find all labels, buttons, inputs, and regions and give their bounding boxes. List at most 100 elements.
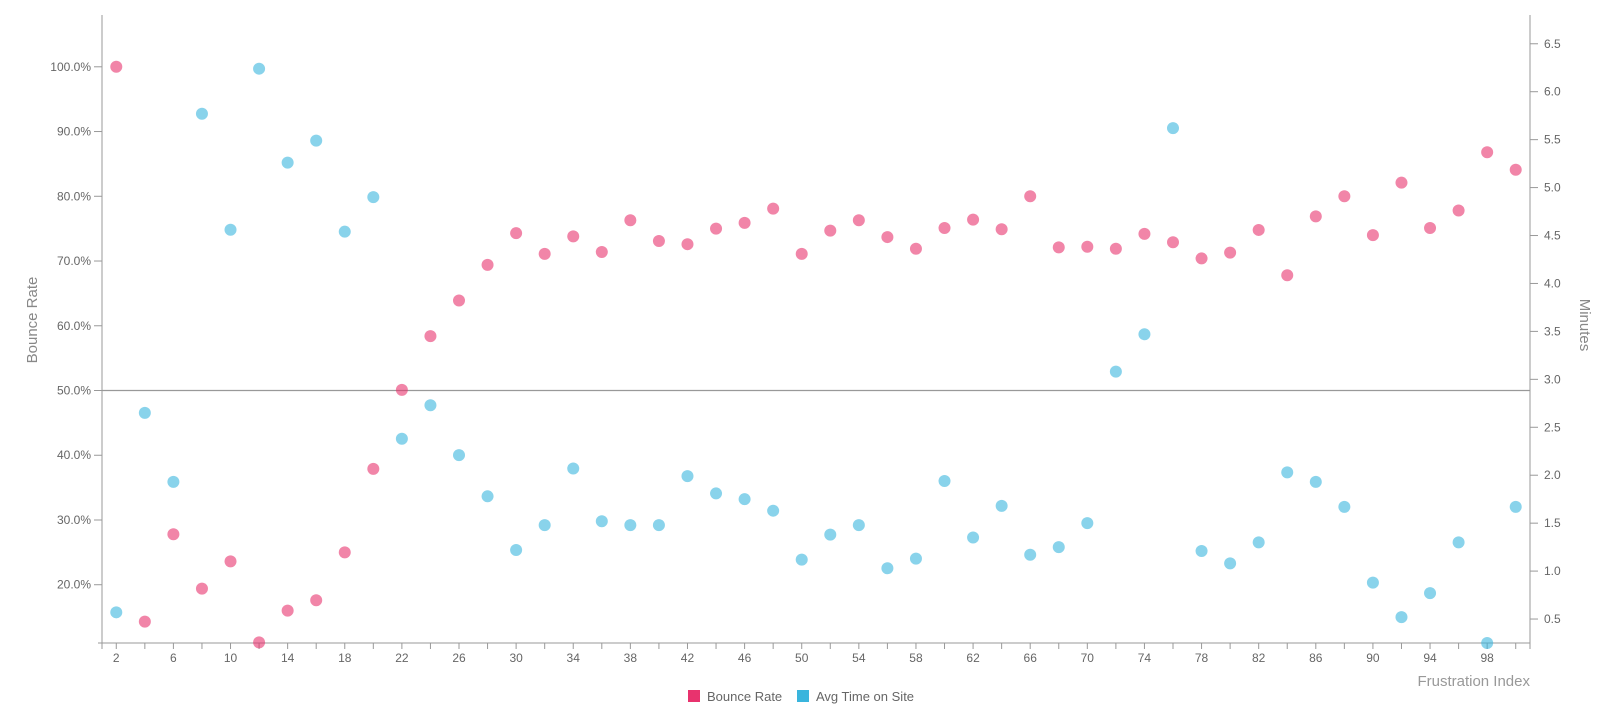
point-bounce-rate[interactable] [424, 330, 437, 343]
point-avg-time[interactable] [1167, 122, 1179, 135]
point-bounce-rate[interactable] [224, 555, 237, 568]
point-bounce-rate[interactable] [681, 238, 694, 251]
point-bounce-rate[interactable] [138, 615, 151, 628]
point-bounce-rate[interactable] [310, 594, 323, 607]
point-bounce-rate[interactable] [1224, 246, 1237, 259]
point-bounce-rate[interactable] [1052, 241, 1065, 254]
point-avg-time[interactable] [1366, 576, 1379, 589]
point-avg-time[interactable] [938, 474, 951, 487]
point-avg-time[interactable] [1024, 548, 1037, 561]
point-avg-time[interactable] [795, 553, 808, 566]
point-bounce-rate[interactable] [852, 214, 865, 227]
point-avg-time[interactable] [367, 191, 380, 204]
point-avg-time[interactable] [567, 462, 580, 475]
point-bounce-rate[interactable] [710, 222, 723, 235]
point-avg-time[interactable] [1481, 637, 1494, 649]
point-bounce-rate[interactable] [281, 604, 294, 617]
legend-item-bounce-rate[interactable]: Bounce Rate [688, 689, 782, 704]
point-avg-time[interactable] [195, 107, 208, 120]
point-avg-time[interactable] [1309, 475, 1322, 488]
point-avg-time[interactable] [767, 504, 780, 517]
point-avg-time[interactable] [710, 487, 723, 500]
point-avg-time[interactable] [453, 449, 465, 462]
point-avg-time[interactable] [110, 606, 123, 619]
legend-item-avg-time[interactable]: Avg Time on Site [797, 689, 914, 704]
point-avg-time[interactable] [1252, 536, 1265, 549]
point-bounce-rate[interactable] [1366, 229, 1379, 242]
point-bounce-rate[interactable] [909, 242, 922, 255]
point-bounce-rate[interactable] [1395, 176, 1408, 189]
point-avg-time[interactable] [1081, 517, 1094, 530]
point-bounce-rate[interactable] [1195, 252, 1208, 265]
point-avg-time[interactable] [138, 406, 151, 419]
point-bounce-rate[interactable] [1167, 236, 1179, 249]
point-bounce-rate[interactable] [567, 230, 580, 243]
point-avg-time[interactable] [167, 475, 180, 488]
point-bounce-rate[interactable] [167, 528, 180, 541]
point-avg-time[interactable] [852, 519, 865, 532]
point-avg-time[interactable] [967, 531, 980, 544]
point-avg-time[interactable] [1338, 500, 1351, 513]
point-avg-time[interactable] [1452, 536, 1465, 549]
point-avg-time[interactable] [424, 399, 437, 412]
point-bounce-rate[interactable] [1338, 190, 1351, 203]
point-bounce-rate[interactable] [253, 636, 266, 649]
point-avg-time[interactable] [1395, 611, 1408, 624]
point-avg-time[interactable] [1224, 557, 1237, 570]
point-avg-time[interactable] [1509, 500, 1522, 513]
point-avg-time[interactable] [624, 519, 637, 532]
point-bounce-rate[interactable] [652, 234, 665, 247]
point-avg-time[interactable] [224, 223, 237, 236]
point-avg-time[interactable] [595, 515, 608, 528]
point-bounce-rate[interactable] [110, 60, 123, 73]
point-avg-time[interactable] [995, 499, 1008, 512]
point-avg-time[interactable] [1195, 544, 1208, 557]
point-avg-time[interactable] [652, 519, 665, 532]
point-bounce-rate[interactable] [738, 216, 751, 229]
point-bounce-rate[interactable] [1481, 146, 1494, 159]
point-bounce-rate[interactable] [538, 247, 551, 260]
point-bounce-rate[interactable] [1281, 269, 1294, 282]
point-avg-time[interactable] [881, 562, 894, 575]
point-bounce-rate[interactable] [1252, 223, 1265, 236]
point-bounce-rate[interactable] [1081, 240, 1094, 253]
point-bounce-rate[interactable] [595, 245, 608, 258]
point-bounce-rate[interactable] [624, 214, 637, 227]
point-bounce-rate[interactable] [1452, 204, 1465, 217]
point-bounce-rate[interactable] [510, 227, 523, 240]
point-bounce-rate[interactable] [824, 224, 837, 237]
point-avg-time[interactable] [253, 62, 266, 75]
point-bounce-rate[interactable] [1138, 227, 1151, 240]
point-bounce-rate[interactable] [481, 258, 494, 271]
point-avg-time[interactable] [481, 490, 494, 503]
point-avg-time[interactable] [1052, 541, 1065, 554]
point-avg-time[interactable] [395, 432, 408, 445]
point-avg-time[interactable] [824, 528, 837, 541]
point-bounce-rate[interactable] [453, 294, 465, 307]
point-bounce-rate[interactable] [1424, 222, 1437, 235]
point-bounce-rate[interactable] [367, 462, 380, 475]
point-bounce-rate[interactable] [795, 247, 808, 260]
point-bounce-rate[interactable] [1309, 210, 1322, 223]
point-avg-time[interactable] [310, 134, 323, 147]
point-avg-time[interactable] [1281, 466, 1294, 479]
point-avg-time[interactable] [1109, 365, 1122, 378]
point-avg-time[interactable] [1424, 587, 1437, 600]
point-avg-time[interactable] [281, 156, 294, 169]
point-avg-time[interactable] [738, 493, 751, 506]
point-bounce-rate[interactable] [195, 582, 208, 595]
point-bounce-rate[interactable] [1109, 242, 1122, 255]
point-avg-time[interactable] [510, 543, 523, 556]
point-bounce-rate[interactable] [967, 213, 980, 226]
point-bounce-rate[interactable] [1509, 163, 1522, 176]
point-avg-time[interactable] [1138, 328, 1151, 341]
point-bounce-rate[interactable] [1024, 190, 1037, 203]
point-bounce-rate[interactable] [395, 383, 408, 396]
point-bounce-rate[interactable] [881, 231, 894, 244]
point-bounce-rate[interactable] [338, 546, 351, 559]
point-bounce-rate[interactable] [767, 202, 780, 215]
point-bounce-rate[interactable] [938, 222, 951, 235]
point-bounce-rate[interactable] [995, 223, 1008, 236]
point-avg-time[interactable] [909, 552, 922, 565]
point-avg-time[interactable] [538, 519, 551, 532]
